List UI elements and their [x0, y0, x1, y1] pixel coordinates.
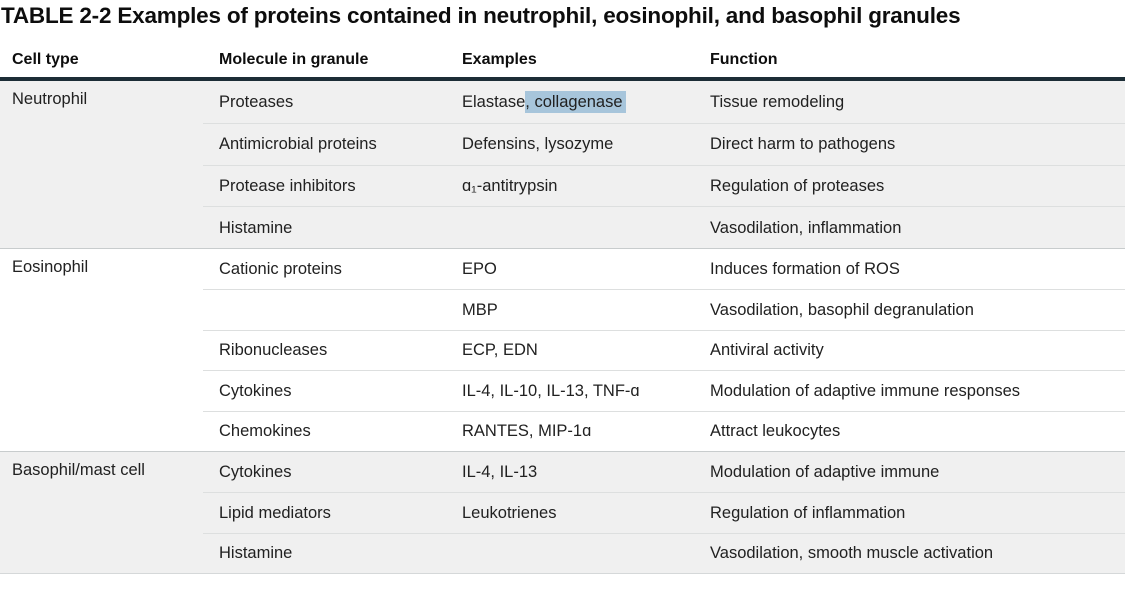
- table-header-row: Cell type Molecule in granule Examples F…: [0, 30, 1125, 77]
- column-header-function: Function: [710, 51, 778, 68]
- group-basophil-mast-cell: Basophil/mast cell Cytokines IL-4, IL-13…: [0, 450, 1125, 574]
- table-row: Lipid mediators Leukotrienes Regulation …: [203, 492, 1125, 532]
- table-row: Cytokines IL-4, IL-13 Modulation of adap…: [203, 452, 1125, 492]
- table-title: TABLE 2-2 Examples of proteins contained…: [1, 3, 961, 28]
- function-cell: Tissue remodeling: [710, 92, 845, 111]
- header-rule: [0, 77, 1125, 81]
- examples-cell: ɑ₁-antitrypsin: [462, 176, 558, 195]
- examples-cell: ECP, EDN: [462, 341, 538, 360]
- table-row: Ribonucleases ECP, EDN Antiviral activit…: [203, 329, 1125, 370]
- function-cell: Regulation of proteases: [710, 176, 885, 195]
- function-cell: Vasodilation, smooth muscle activation: [710, 544, 994, 563]
- group-rows: Cytokines IL-4, IL-13 Modulation of adap…: [203, 452, 1125, 573]
- function-cell: Modulation of adaptive immune: [710, 463, 940, 482]
- molecule-cell: Histamine: [219, 218, 293, 237]
- column-header-cell-type: Cell type: [12, 51, 79, 68]
- function-cell: Modulation of adaptive immune responses: [710, 381, 1021, 400]
- table-row: Histamine Vasodilation, smooth muscle ac…: [203, 532, 1125, 573]
- cell-type-label: Neutrophil: [12, 90, 88, 108]
- examples-cell: RANTES, MIP-1ɑ: [462, 422, 592, 441]
- function-cell: Vasodilation, inflammation: [710, 218, 902, 237]
- molecule-cell: Cytokines: [219, 463, 292, 482]
- examples-cell: IL-4, IL-13: [462, 463, 538, 482]
- cell-type-label: Basophil/mast cell: [12, 460, 145, 479]
- table-row: Protease inhibitors ɑ₁-antitrypsin Regul…: [203, 164, 1125, 207]
- column-header-examples: Examples: [462, 51, 537, 68]
- molecule-cell: Histamine: [219, 544, 293, 563]
- molecule-cell: Chemokines: [219, 422, 311, 441]
- table-row: Chemokines RANTES, MIP-1ɑ Attract leukoc…: [203, 410, 1125, 451]
- function-cell: Vasodilation, basophil degranulation: [710, 301, 974, 320]
- group-neutrophil: Neutrophil Proteases Elastase, collagena…: [0, 81, 1125, 248]
- table-row: Cationic proteins EPO Induces formation …: [203, 249, 1125, 289]
- cell-type-label: Eosinophil: [12, 258, 89, 276]
- group-rows: Cationic proteins EPO Induces formation …: [203, 249, 1125, 451]
- examples-cell: EPO: [462, 260, 497, 279]
- function-cell: Induces formation of ROS: [710, 260, 900, 279]
- function-cell: Direct harm to pathogens: [710, 135, 896, 154]
- molecule-cell: Cytokines: [219, 381, 292, 400]
- function-cell: Regulation of inflammation: [710, 503, 906, 522]
- molecule-cell: Protease inhibitors: [219, 176, 356, 195]
- function-cell: Attract leukocytes: [710, 422, 841, 441]
- highlighted-text: , collagenase: [525, 90, 626, 113]
- examples-cell: Leukotrienes: [462, 503, 557, 522]
- table-row: Antimicrobial proteins Defensins, lysozy…: [203, 122, 1125, 165]
- molecule-cell: Antimicrobial proteins: [219, 135, 377, 154]
- examples-text: Elastase: [462, 92, 526, 111]
- table-row: Cytokines IL-4, IL-10, IL-13, TNF-ɑ Modu…: [203, 370, 1125, 410]
- group-rows: Proteases Elastase, collagenase Tissue r…: [203, 81, 1125, 248]
- column-header-molecule-in-granule: Molecule in granule: [219, 51, 369, 68]
- molecule-cell: Ribonucleases: [219, 341, 328, 360]
- group-eosinophil: Eosinophil Cationic proteins EPO Induces…: [0, 248, 1125, 451]
- molecule-cell: Cationic proteins: [219, 260, 342, 279]
- examples-cell: Elastase, collagenase: [462, 90, 710, 113]
- examples-cell: IL-4, IL-10, IL-13, TNF-ɑ: [462, 381, 640, 400]
- table-row: MBP Vasodilation, basophil degranulation: [203, 289, 1125, 329]
- molecule-cell: Proteases: [219, 92, 294, 111]
- examples-cell: Defensins, lysozyme: [462, 135, 614, 154]
- examples-cell: MBP: [462, 301, 498, 320]
- molecule-cell: Lipid mediators: [219, 503, 331, 522]
- table-row: Histamine Vasodilation, inflammation: [203, 206, 1125, 248]
- table-row: Proteases Elastase, collagenase Tissue r…: [203, 81, 1125, 123]
- function-cell: Antiviral activity: [710, 341, 824, 360]
